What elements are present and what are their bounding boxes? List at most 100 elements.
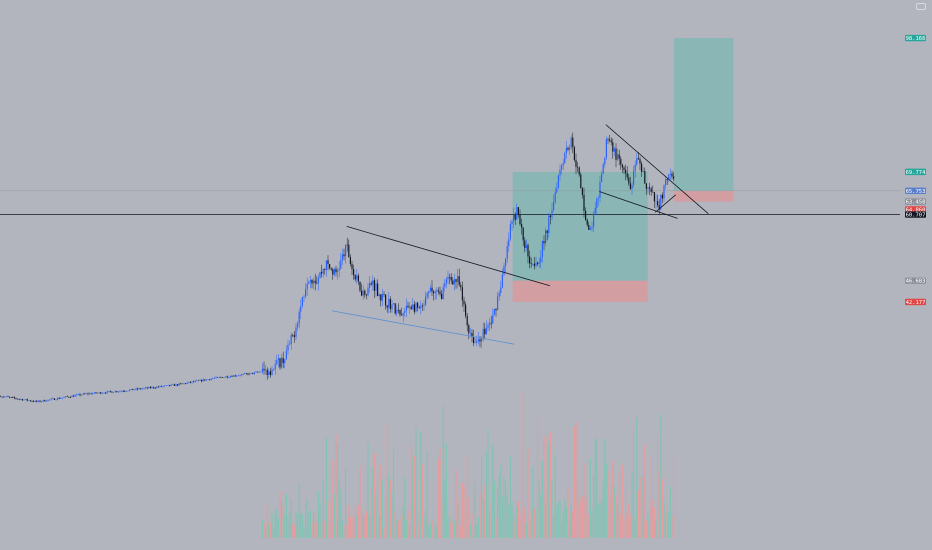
volume-bar (306, 498, 308, 538)
candle-body (493, 308, 495, 315)
candle-body (33, 401, 35, 402)
candle-body (351, 264, 353, 270)
candle-body (537, 262, 539, 264)
candle-body (257, 371, 259, 373)
candle-body (53, 398, 55, 400)
candle-body (268, 371, 270, 375)
candle-body (156, 386, 158, 388)
volume-bar (642, 474, 644, 538)
candle-body (82, 393, 84, 395)
candle-body (145, 387, 147, 389)
candle-body (205, 379, 207, 381)
candle-body (434, 291, 436, 294)
candle-body (509, 224, 511, 239)
volume-bar (602, 481, 604, 538)
volume-bar (428, 526, 430, 538)
volume-bar (372, 467, 374, 538)
flag-top-line[interactable] (346, 226, 550, 287)
candle-body (479, 339, 481, 342)
fullscreen-icon[interactable] (916, 3, 926, 10)
volume-bar (373, 453, 375, 538)
volume-bar (541, 461, 543, 538)
candle-body (301, 296, 303, 306)
volume-bar (525, 522, 527, 538)
volume-bar (439, 448, 441, 538)
volume-bar (293, 525, 295, 538)
candle-body (559, 169, 561, 176)
volume-bar (370, 489, 372, 538)
volume-bar (581, 495, 583, 538)
candle-body (565, 147, 567, 154)
flag-bottom-line[interactable] (331, 310, 515, 345)
volume-bar (303, 527, 305, 538)
candle-body (623, 167, 625, 170)
volume-bar (615, 494, 617, 538)
candle-body (55, 399, 57, 401)
candle-body (548, 215, 550, 233)
volume-bar (271, 513, 273, 538)
candle-body (335, 268, 337, 273)
candle-body (538, 262, 540, 264)
candle-body (193, 381, 195, 383)
volume-bar (538, 481, 540, 538)
candle-body (12, 397, 14, 398)
candle-body (26, 399, 28, 401)
volume-bar (522, 393, 524, 538)
candle-body (673, 176, 675, 179)
volume-bar (445, 443, 447, 538)
candle-body (108, 391, 110, 392)
volume-bar (413, 456, 415, 538)
volume-bar (351, 516, 353, 538)
candle-body (298, 311, 300, 324)
candle-body (217, 377, 219, 378)
volume-bar (583, 463, 585, 538)
volume-bar (276, 508, 278, 538)
volume-bar (519, 513, 521, 538)
volume-bar (361, 512, 363, 538)
candle-body (615, 148, 617, 160)
candle-body (210, 378, 212, 380)
volume-bar (268, 523, 270, 538)
candle-body (348, 244, 350, 258)
candle-body (372, 280, 374, 285)
volume-bar (378, 515, 380, 538)
candle-body (231, 376, 233, 377)
wedge-top-line[interactable] (605, 124, 709, 214)
volume-bar (605, 463, 607, 538)
volume-bar (551, 481, 553, 538)
candle-body (45, 401, 47, 402)
volume-bar (375, 494, 377, 538)
volume-bar (404, 477, 406, 538)
candle-body (511, 221, 513, 225)
candle-body (177, 384, 179, 386)
candle-body (455, 279, 457, 283)
wedge-inner-line[interactable] (654, 194, 676, 213)
volume-bar (487, 429, 489, 538)
volume-bar (324, 521, 326, 538)
volume-bar (644, 444, 646, 538)
volume-bar (594, 438, 596, 538)
candle-body (581, 188, 583, 195)
volume-bar (561, 522, 563, 538)
volume-bar (596, 439, 598, 538)
volume-bar (617, 502, 619, 538)
candle-body (564, 153, 566, 164)
volume-bar (601, 501, 603, 538)
candle-body (173, 384, 175, 386)
volume-bar (380, 464, 382, 538)
candle-body (362, 290, 364, 296)
candle-body (279, 358, 281, 368)
candle-body (332, 269, 334, 275)
candle-body (255, 371, 257, 373)
candle-body (330, 268, 332, 270)
volume-bar (317, 490, 319, 538)
volume-bar (625, 486, 627, 538)
candle-body (420, 305, 422, 309)
candle-body (514, 214, 516, 220)
candle-body (658, 205, 660, 210)
candle-body (17, 398, 19, 400)
volume-bar (660, 414, 662, 538)
volume-bar (663, 500, 665, 538)
wedge-bottom-line[interactable] (599, 191, 678, 219)
volume-bar (277, 518, 279, 538)
